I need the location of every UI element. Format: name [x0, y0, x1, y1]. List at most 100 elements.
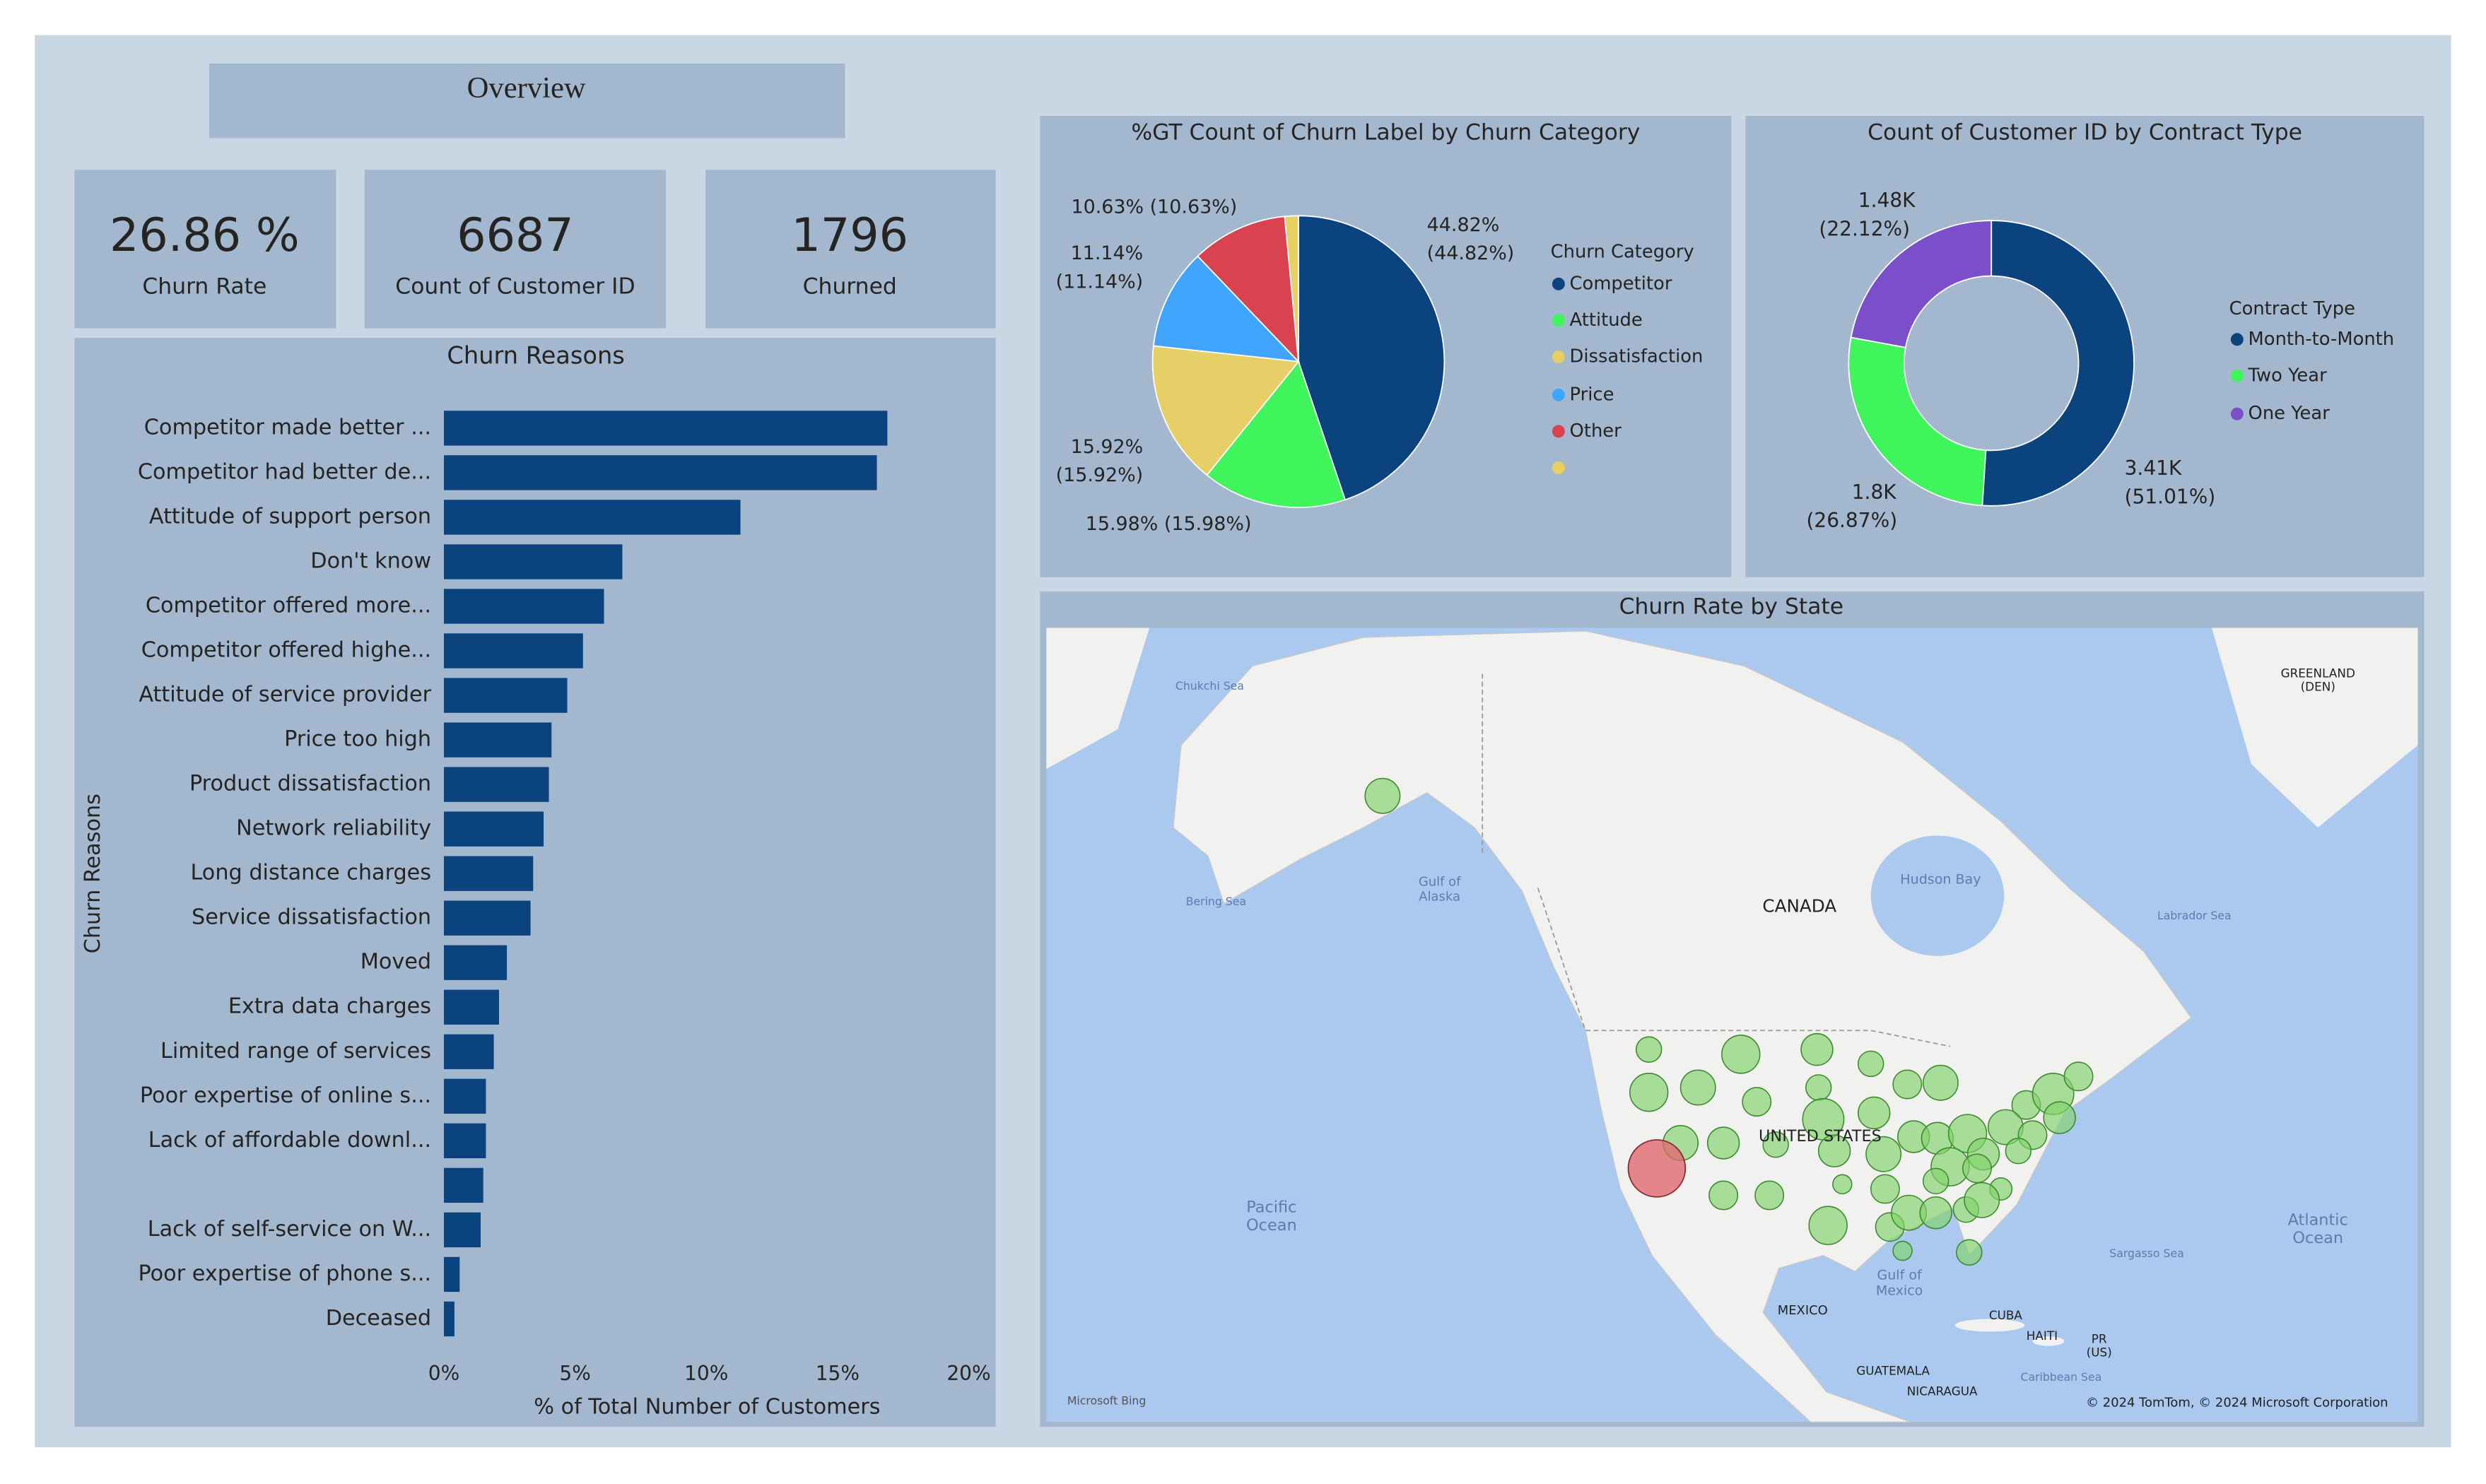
legend-title: Churn Category: [1551, 241, 1694, 262]
map-bubble: [1742, 1087, 1772, 1117]
slice: [1151, 345, 1300, 476]
data-label: 11.14% (11.14%): [1056, 242, 1144, 293]
map-label: HAITI: [2027, 1329, 2058, 1343]
map-bubble: [1762, 1131, 1789, 1158]
y-tick-label: Lack of affordable downl...: [148, 1128, 431, 1153]
legend-swatch: [1552, 277, 1565, 290]
slice: [1850, 220, 1993, 348]
y-tick-label: Long distance charges: [190, 861, 431, 885]
data-label: 3.41K: [2125, 457, 2182, 480]
map-label: GREENLAND (DEN): [2281, 666, 2355, 693]
map-bubble: [1708, 1180, 1739, 1211]
y-tick-label: Attitude of support person: [149, 504, 431, 529]
overview-box: [209, 64, 845, 139]
legend-label: Competitor: [1570, 273, 1672, 294]
y-tick-label: Poor expertise of phone s...: [138, 1261, 431, 1286]
map-bubble: [1635, 1036, 1663, 1063]
bar: [444, 1123, 486, 1159]
map-bubble: [1922, 1167, 1949, 1195]
map-label: MEXICO: [1778, 1303, 1828, 1318]
data-label: (22.12%): [1819, 218, 1910, 241]
bar: [444, 900, 531, 936]
chart-title: Count of Customer ID by Contract Type: [1868, 120, 2302, 146]
y-tick-label: Product dissatisfaction: [189, 772, 431, 796]
map-label: Gulf of Mexico: [1876, 1267, 1923, 1298]
overview-title: Overview: [467, 71, 586, 105]
bar: [444, 1256, 460, 1292]
map-land: [1046, 628, 1150, 770]
map-bubble: [1706, 1126, 1740, 1160]
map-bubble: [1817, 1134, 1851, 1167]
card: [74, 170, 336, 329]
slice: [1152, 255, 1301, 363]
y-tick-label: Extra data charges: [228, 994, 431, 1019]
card: [364, 170, 667, 329]
map-water: [1870, 835, 2005, 956]
bar: [444, 989, 499, 1025]
data-label: (26.87%): [1806, 509, 1897, 532]
map-label: Labrador Sea: [2157, 909, 2232, 922]
bar: [444, 767, 549, 802]
y-tick-label: Don't know: [310, 548, 431, 573]
y-tick-label: Attitude of service provider: [139, 683, 431, 707]
legend-swatch: [2230, 333, 2244, 346]
card-value: 1796: [791, 209, 908, 262]
slice: [1206, 360, 1347, 508]
map-land: [2032, 1336, 2065, 1346]
map-bubble: [2005, 1137, 2032, 1165]
map-label: Atlantic Ocean: [2288, 1211, 2348, 1247]
bar: [444, 1078, 486, 1114]
map-bubble: [1956, 1239, 1983, 1266]
bar: [444, 945, 508, 980]
y-tick-label: Poor expertise of online s...: [140, 1083, 431, 1108]
legend-label: Other: [1570, 420, 1622, 442]
map-bubble: [1808, 1206, 1848, 1245]
y-tick-label: Network reliability: [236, 816, 431, 841]
x-tick-label: 5%: [559, 1362, 590, 1385]
legend-label: One Year: [2248, 403, 2330, 424]
bar: [444, 1167, 483, 1203]
legend-swatch: [2230, 407, 2244, 420]
map-bubble: [1832, 1174, 1853, 1195]
x-axis-title: % of Total Number of Customers: [534, 1395, 880, 1420]
map-bubble: [1754, 1180, 1785, 1211]
y-tick-label: Competitor made better ...: [144, 415, 431, 440]
map-land: [2211, 628, 2418, 828]
map-bubble: [1805, 1074, 1832, 1101]
chart-title: Churn Rate by State: [1619, 594, 1843, 619]
data-label: (51.01%): [2125, 485, 2216, 509]
map-bubble: [1627, 1139, 1687, 1198]
x-tick-label: 20%: [946, 1362, 990, 1385]
bar: [444, 1212, 481, 1248]
map-bubble: [1721, 1035, 1761, 1074]
data-label: 10.63% (10.63%): [1072, 196, 1238, 218]
legend-label: Month-to-Month: [2248, 329, 2395, 350]
legend-label: Price: [1570, 384, 1614, 405]
legend-label: Dissatisfaction: [1570, 346, 1704, 367]
bar: [444, 678, 568, 713]
bar: [444, 633, 583, 669]
data-label: 44.82% (44.82%): [1427, 213, 1515, 264]
legend-label: Two Year: [2248, 365, 2328, 386]
map-label: UNITED STATES: [1759, 1127, 1882, 1146]
data-label: 15.98% (15.98%): [1086, 513, 1252, 535]
map-bubble: [1857, 1096, 1891, 1130]
y-axis-title: Churn Reasons: [81, 794, 105, 953]
data-label: 15.92% (15.92%): [1056, 435, 1144, 485]
y-tick-label: Service dissatisfaction: [192, 905, 431, 930]
map-land: [1173, 630, 2192, 1423]
card-label: Churn Rate: [142, 273, 266, 299]
legend-label: Attitude: [1570, 310, 1643, 331]
map-label: Hudson Bay: [1900, 872, 1981, 888]
map-label: © 2024 TomTom, © 2024 Microsoft Corporat…: [2086, 1395, 2388, 1410]
map-bubbles: [1364, 777, 2094, 1266]
map-label: Pacific Ocean: [1246, 1198, 1297, 1235]
bar: [444, 722, 552, 758]
map-bubble: [1865, 1136, 1902, 1172]
map-bubble: [1629, 1072, 1669, 1112]
map: [1046, 628, 2418, 1423]
chart-title: Churn Reasons: [447, 341, 624, 369]
map-bubble: [1919, 1196, 1952, 1230]
bar: [444, 1301, 455, 1337]
